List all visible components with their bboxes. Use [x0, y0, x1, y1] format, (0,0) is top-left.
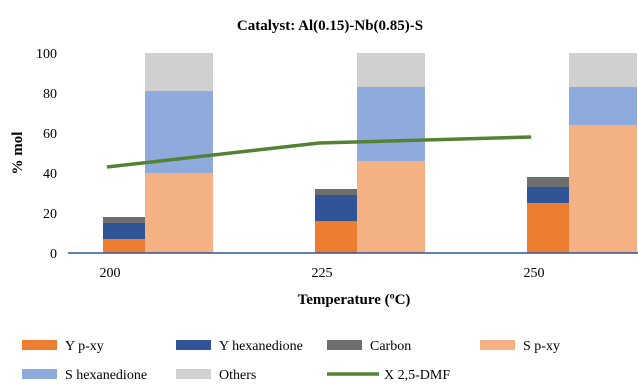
line-point — [106, 166, 108, 168]
bar-segment — [527, 177, 595, 187]
legend-label: Y p-xy — [65, 339, 104, 354]
line-point — [530, 136, 532, 138]
y-tick-label: 0 — [50, 247, 57, 262]
chart-title: Catalyst: Al(0.15)-Nb(0.85)-S — [237, 18, 423, 34]
x-tick-label: 200 — [100, 266, 121, 281]
legend-label: Y hexanedione — [219, 339, 303, 354]
legend-swatch — [22, 369, 57, 379]
legend-label: Carbon — [370, 339, 411, 354]
bar-segment — [357, 87, 425, 161]
y-tick-label: 40 — [43, 167, 57, 182]
bar-segment — [569, 53, 637, 87]
y-axis-label: % mol — [10, 132, 26, 175]
bar-segment — [357, 53, 425, 87]
bar-segment — [569, 125, 637, 253]
legend-label: S hexanedione — [65, 368, 147, 383]
x-axis-label: Temperature (ºC) — [298, 292, 411, 308]
y-tick-label: 100 — [36, 47, 57, 62]
bar-segment — [145, 53, 213, 91]
plot-area: 0 20 40 60 80 100 200 225 250 — [36, 47, 638, 281]
x-tick-label: 225 — [312, 266, 333, 281]
y-tick-label: 60 — [43, 127, 57, 142]
bar-segment — [315, 189, 383, 195]
legend-swatch — [176, 340, 211, 350]
y-tick-label: 20 — [43, 207, 57, 222]
legend-label: X 2,5-DMF — [384, 368, 450, 383]
legend-label: S p-xy — [523, 339, 560, 354]
y-tick-label: 80 — [43, 87, 57, 102]
bar-segment — [103, 217, 171, 223]
bar-segment — [145, 173, 213, 253]
x-tick-label: 250 — [524, 266, 545, 281]
legend-swatch — [22, 340, 57, 350]
legend-swatch — [176, 369, 211, 379]
legend: Y p-xy Y hexanedione Carbon S p-xy S hexaned… — [22, 339, 560, 383]
bar-segment — [357, 161, 425, 253]
legend-swatch — [480, 340, 515, 350]
line-point — [318, 142, 320, 144]
legend-label: Others — [219, 368, 256, 383]
bar-segment — [569, 87, 637, 125]
legend-swatch — [327, 340, 362, 350]
